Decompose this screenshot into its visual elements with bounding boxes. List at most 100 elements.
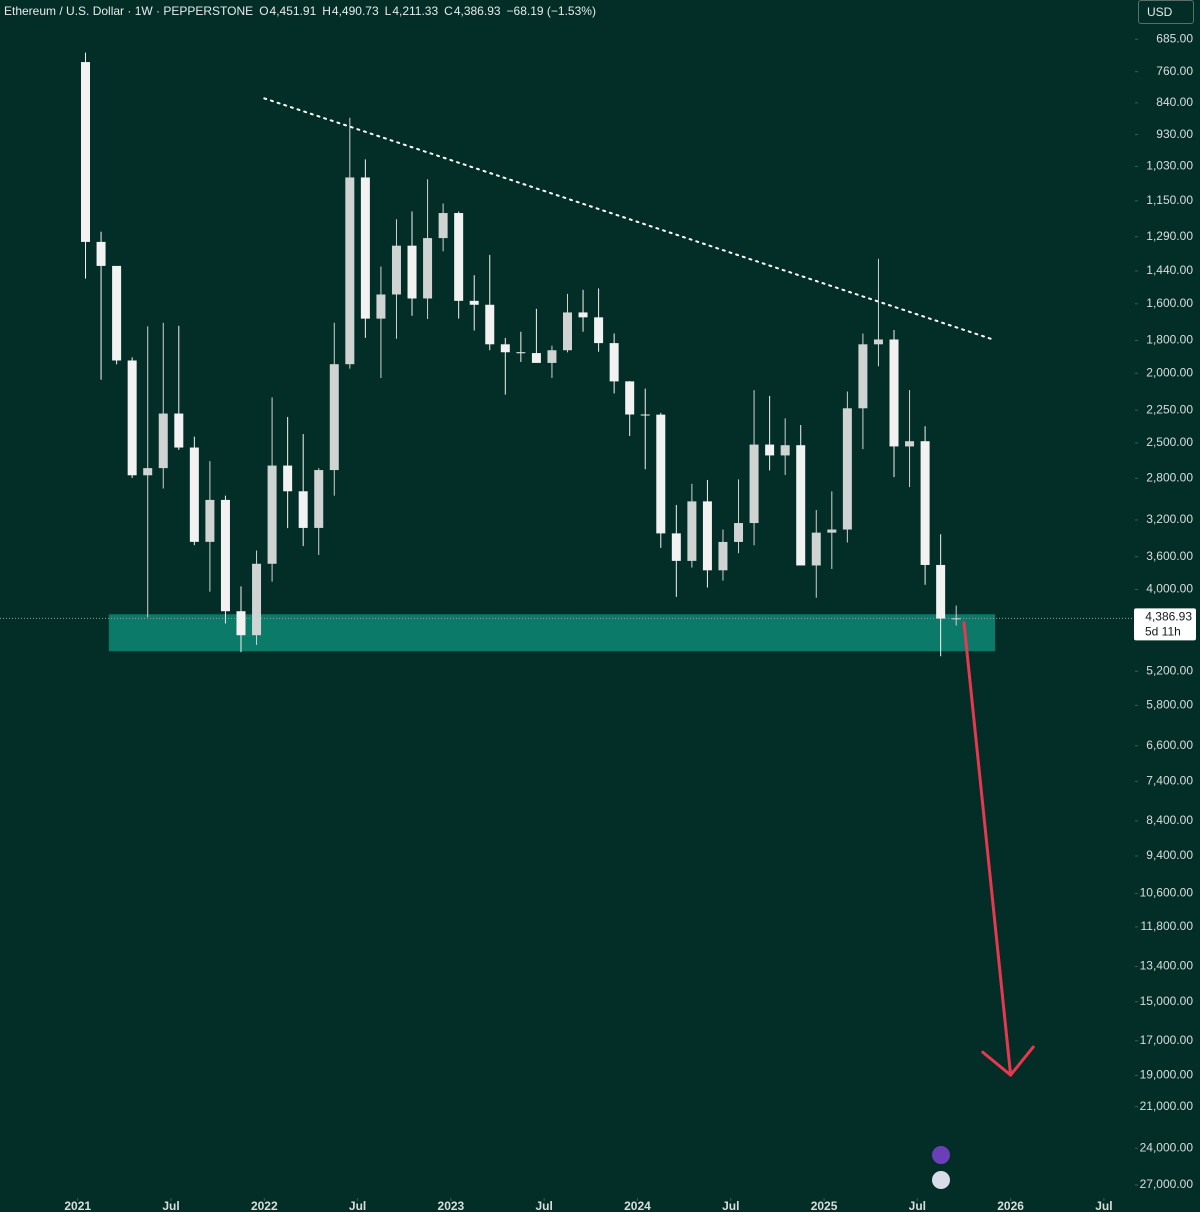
candle-body xyxy=(112,265,122,361)
last-price-label: 4,386.93 xyxy=(1145,609,1192,623)
symbol-title: Ethereum / U.S. Dollar · 1W · PEPPERSTON… xyxy=(4,4,254,18)
symbol-legend: Ethereum / U.S. Dollar · 1W · PEPPERSTON… xyxy=(4,4,596,18)
ohlc-value: 4,490.73 xyxy=(331,4,379,18)
candle-body xyxy=(469,300,479,305)
candle-body xyxy=(780,445,790,456)
candle-body xyxy=(438,213,448,239)
x-tick-label: Jul xyxy=(162,1199,179,1212)
candle-body xyxy=(329,364,339,471)
arrow-head xyxy=(1009,1045,1035,1077)
ohlc-item: O4,451.91 xyxy=(259,4,316,18)
y-tick-label: 930.00 xyxy=(1156,127,1193,141)
ohlc-key: L xyxy=(384,4,392,18)
y-tick-label: 1,290.00 xyxy=(1146,229,1193,243)
candle-body xyxy=(360,177,370,319)
x-tick-label: Jul xyxy=(909,1199,926,1212)
candle-body xyxy=(267,465,277,564)
ohlc-item: C4,386.93 xyxy=(444,4,500,18)
y-tick-label: 19,000.00 xyxy=(1140,1068,1194,1082)
candle-body xyxy=(158,413,168,469)
candle-body xyxy=(687,501,697,561)
ohlc-item: H4,490.73 xyxy=(322,4,378,18)
candle-body xyxy=(314,470,324,528)
ohlc-values: O4,451.91 H4,490.73 L4,211.33 C4,386.93 xyxy=(259,4,500,18)
ohlc-key: C xyxy=(444,4,453,18)
y-tick-label: 11,800.00 xyxy=(1141,919,1194,933)
trendline xyxy=(263,97,997,342)
candle-body xyxy=(671,533,681,561)
candle-body xyxy=(765,444,775,456)
candle-body xyxy=(702,501,712,571)
x-tick-label: Jul xyxy=(349,1199,366,1212)
y-tick-label: 13,400.00 xyxy=(1140,959,1194,973)
y-tick-label: 2,000.00 xyxy=(1146,366,1193,380)
candle-body xyxy=(236,611,246,636)
candle-body xyxy=(609,343,619,382)
y-tick-label: 760.00 xyxy=(1156,64,1193,78)
ohlc-key: O xyxy=(259,4,269,18)
candle-body xyxy=(96,241,106,266)
y-tick-label: 685.00 xyxy=(1156,31,1193,45)
y-tick-label: 2,800.00 xyxy=(1146,470,1193,484)
x-tick-label: 2022 xyxy=(251,1199,278,1212)
candle-body xyxy=(656,414,666,534)
candle-body xyxy=(252,563,262,636)
candle-body xyxy=(873,339,883,345)
candle-body xyxy=(454,213,464,301)
candle-body xyxy=(283,465,293,492)
y-tick-label: 5,200.00 xyxy=(1146,664,1193,678)
candle-body xyxy=(827,529,837,533)
countdown-label: 5d 11h xyxy=(1145,624,1181,638)
currency-button[interactable]: USD xyxy=(1138,0,1194,24)
candle-body xyxy=(81,62,91,242)
y-tick-label: 1,440.00 xyxy=(1146,263,1193,277)
candle-body xyxy=(796,445,806,566)
event-icon xyxy=(932,1171,950,1189)
candle-body xyxy=(749,444,759,524)
candle-body xyxy=(391,245,401,295)
change: −68.19 (−1.53%) xyxy=(506,4,596,18)
x-tick-label: 2023 xyxy=(438,1199,465,1212)
candle-body xyxy=(500,344,510,353)
y-tick-label: 1,600.00 xyxy=(1146,296,1193,310)
x-tick-label: 2021 xyxy=(64,1199,91,1212)
y-tick-label: 1,030.00 xyxy=(1146,159,1193,173)
y-tick-label: 3,200.00 xyxy=(1146,512,1193,526)
x-tick-label: Jul xyxy=(536,1199,553,1212)
x-tick-label: Jul xyxy=(722,1199,739,1212)
candle-body xyxy=(734,523,744,542)
y-tick-label: 9,400.00 xyxy=(1146,848,1193,862)
candle-body xyxy=(376,294,386,319)
last-price-box xyxy=(1134,608,1196,641)
y-tick-label: 6,600.00 xyxy=(1146,738,1193,752)
candle-body xyxy=(531,353,541,363)
candle-body xyxy=(594,317,604,344)
arrow-shaft xyxy=(962,621,1013,1077)
candle-body xyxy=(127,360,137,476)
candle-body xyxy=(547,350,557,363)
y-tick-label: 2,250.00 xyxy=(1146,402,1193,416)
candle-body xyxy=(625,381,635,415)
candle-body xyxy=(220,499,230,612)
candle-body xyxy=(423,238,433,299)
candle-body xyxy=(345,177,355,365)
x-tick-label: 2024 xyxy=(624,1199,651,1212)
y-tick-label: 2,500.00 xyxy=(1146,435,1193,449)
y-tick-label: 17,000.00 xyxy=(1140,1033,1194,1047)
candle-body xyxy=(143,468,153,476)
y-tick-label: 7,400.00 xyxy=(1146,774,1193,788)
candle-body xyxy=(485,304,495,345)
y-tick-label: 10,600.00 xyxy=(1140,886,1194,900)
candle-body xyxy=(951,618,961,620)
y-tick-label: 3,600.00 xyxy=(1146,549,1193,563)
candle-body xyxy=(811,532,821,566)
candle-body xyxy=(936,564,946,619)
x-tick-label: 2025 xyxy=(811,1199,838,1212)
ohlc-value: 4,211.33 xyxy=(392,4,439,18)
candle-body xyxy=(298,491,308,528)
candle-body xyxy=(205,499,215,542)
candle-body xyxy=(174,413,184,448)
